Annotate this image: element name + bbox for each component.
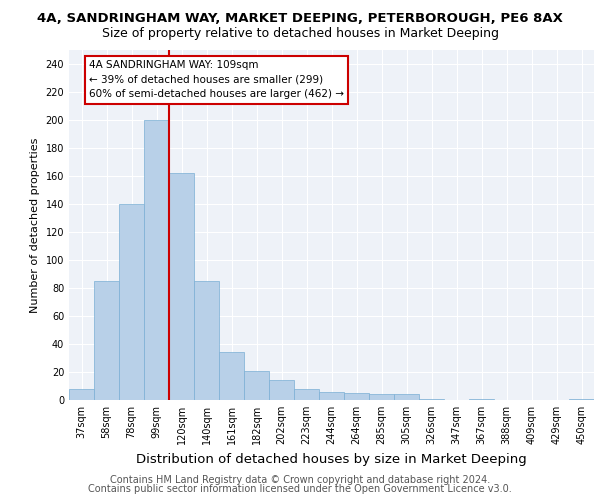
Bar [269, 380, 294, 400]
Bar [344, 393, 369, 400]
Bar [394, 394, 419, 400]
Bar [194, 281, 219, 400]
Bar [244, 370, 269, 400]
X-axis label: Distribution of detached houses by size in Market Deeping: Distribution of detached houses by size … [136, 452, 527, 466]
Bar [469, 398, 494, 400]
Bar [369, 394, 394, 400]
Bar [569, 398, 594, 400]
Bar [169, 173, 194, 400]
Text: Size of property relative to detached houses in Market Deeping: Size of property relative to detached ho… [101, 28, 499, 40]
Bar [219, 352, 244, 400]
Text: Contains HM Land Registry data © Crown copyright and database right 2024.: Contains HM Land Registry data © Crown c… [110, 475, 490, 485]
Text: Contains public sector information licensed under the Open Government Licence v3: Contains public sector information licen… [88, 484, 512, 494]
Bar [144, 120, 169, 400]
Y-axis label: Number of detached properties: Number of detached properties [30, 138, 40, 312]
Bar [419, 398, 444, 400]
Bar [294, 389, 319, 400]
Bar [319, 392, 344, 400]
Text: 4A SANDRINGHAM WAY: 109sqm
← 39% of detached houses are smaller (299)
60% of sem: 4A SANDRINGHAM WAY: 109sqm ← 39% of deta… [89, 60, 344, 100]
Text: 4A, SANDRINGHAM WAY, MARKET DEEPING, PETERBOROUGH, PE6 8AX: 4A, SANDRINGHAM WAY, MARKET DEEPING, PET… [37, 12, 563, 26]
Bar [69, 389, 94, 400]
Bar [94, 281, 119, 400]
Bar [119, 204, 144, 400]
